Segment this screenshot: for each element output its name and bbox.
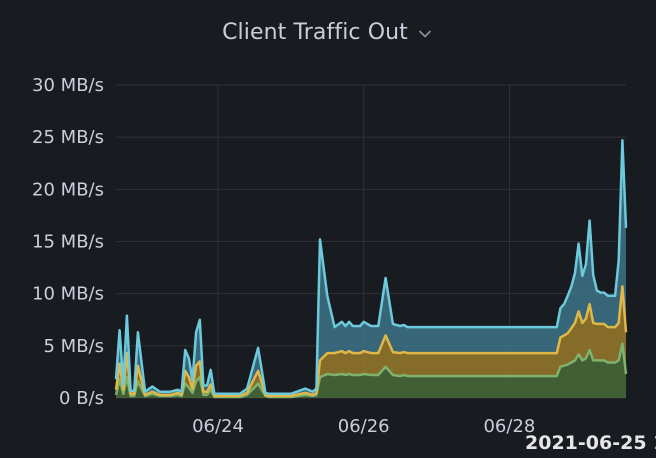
chevron-down-icon[interactable] (416, 25, 434, 43)
x-tick-label: 06/26 (338, 416, 390, 437)
series-top-area (116, 140, 626, 396)
x-tick-label: 06/24 (192, 416, 244, 437)
tooltip-timestamp: 2021-06-25 1 (525, 432, 656, 454)
series-top-line (114, 139, 628, 396)
y-tick-label: 25 MB/s (32, 127, 104, 148)
series-low-line (114, 342, 628, 399)
series-mid-line (114, 285, 628, 398)
y-tick-label: 20 MB/s (32, 179, 104, 200)
panel-title[interactable]: Client Traffic Out (222, 19, 408, 45)
series-mid-area (116, 286, 626, 397)
y-tick-label: 30 MB/s (32, 75, 104, 96)
y-tick-label: 5 MB/s (44, 336, 105, 357)
y-tick-label: 10 MB/s (32, 284, 104, 305)
series-low-area (116, 343, 626, 398)
y-tick-label: 15 MB/s (32, 232, 104, 253)
panel-header[interactable]: Client Traffic Out (0, 14, 656, 50)
x-tick-label: 06/28 (483, 416, 535, 437)
y-tick-label: 0 B/s (59, 388, 104, 409)
